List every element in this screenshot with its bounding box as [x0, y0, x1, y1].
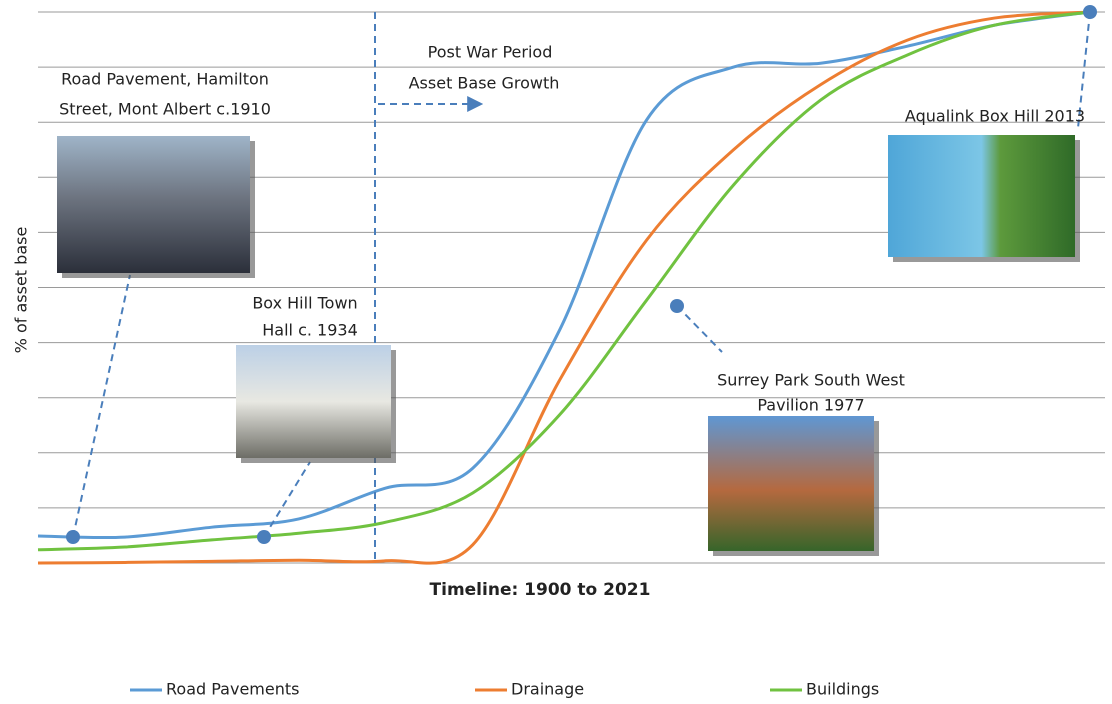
annotation-point [66, 530, 80, 544]
leader-line [263, 461, 311, 538]
legend-label: Buildings [806, 680, 879, 699]
y-axis-title: % of asset base [12, 227, 31, 354]
photo [888, 135, 1075, 257]
annotation: Pavilion 1977 [757, 396, 864, 415]
x-axis-title: Timeline: 1900 to 2021 [430, 580, 651, 600]
annotation: Aqualink Box Hill 2013 [905, 107, 1085, 126]
annotation-points [66, 5, 1097, 544]
series-line [37, 10, 1091, 565]
annotation-graphics [72, 11, 1091, 563]
leader-line [676, 305, 723, 353]
photo [57, 136, 250, 273]
photo [236, 345, 391, 458]
annotation: Hall c. 1934 [262, 321, 358, 340]
photos [57, 135, 1080, 556]
plot [37, 10, 1091, 565]
annotation: Road Pavement, Hamilton [61, 70, 269, 89]
legend-label: Drainage [511, 680, 584, 699]
annotation: Surrey Park South West [717, 371, 905, 390]
leader-line [72, 274, 131, 538]
annotation: Asset Base Growth [409, 74, 560, 93]
annotation: Street, Mont Albert c.1910 [59, 100, 271, 119]
leader-line [1077, 11, 1091, 129]
series-line [37, 10, 1091, 552]
series-line [37, 10, 1091, 540]
legend: Road Pavements Drainage Buildings [130, 680, 879, 699]
annotation: Post War Period [428, 43, 553, 62]
annotation-point [670, 299, 684, 313]
annotation: Box Hill Town [252, 294, 357, 313]
photo [708, 416, 874, 551]
annotation-point [1083, 5, 1097, 19]
legend-label: Road Pavements [166, 680, 299, 699]
annotation-point [257, 530, 271, 544]
grid [38, 11, 1105, 564]
